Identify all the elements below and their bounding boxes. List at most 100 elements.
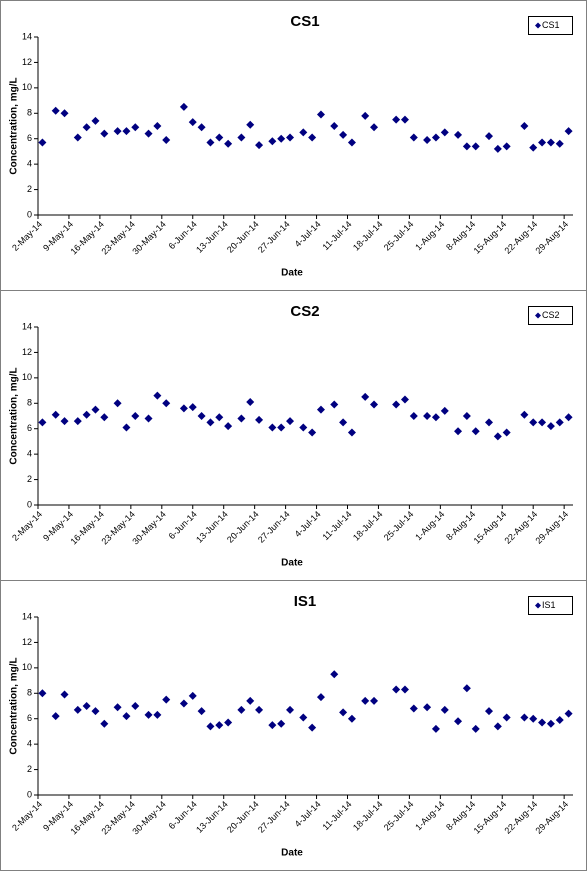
data-point <box>423 135 432 144</box>
data-point <box>224 718 233 727</box>
data-point <box>370 400 379 409</box>
data-point <box>529 418 538 427</box>
data-point <box>546 138 555 147</box>
data-point <box>431 724 440 733</box>
chart-title: CS2 <box>290 303 319 320</box>
data-point <box>188 403 197 412</box>
y-axis-title: Concentration, mg/L <box>9 367 20 464</box>
y-tick-label: 2 <box>27 474 32 484</box>
y-tick-label: 8 <box>27 398 32 408</box>
data-point <box>255 415 264 424</box>
data-point <box>113 127 122 136</box>
data-point <box>268 721 277 730</box>
data-point <box>546 422 555 431</box>
x-axis-title: Date <box>281 848 303 859</box>
data-point <box>409 704 418 713</box>
data-point <box>409 133 418 142</box>
data-point <box>471 427 480 436</box>
data-point <box>162 135 171 144</box>
data-point <box>153 391 162 400</box>
data-point <box>224 139 233 148</box>
x-tick-label: 27-Jun-14 <box>256 509 292 545</box>
data-point <box>51 106 60 115</box>
y-tick-label: 0 <box>27 789 32 799</box>
x-tick-label: 2-May-14 <box>10 219 44 253</box>
data-point <box>91 405 100 414</box>
chart-panel: CS1 Concentration, mg/L Date 0 2 4 6 8 10 12 14 2-M… <box>0 0 587 291</box>
data-point <box>316 110 325 119</box>
data-point <box>113 703 122 712</box>
x-axis-title: Date <box>281 558 303 569</box>
data-point <box>502 713 511 722</box>
x-tick-label: 11-Jul-14 <box>320 509 353 542</box>
data-point <box>122 712 131 721</box>
x-tick-label: 4-Jul-14 <box>293 509 323 539</box>
legend-label: IS1 <box>542 600 556 610</box>
x-tick-label: 27-Jun-14 <box>256 799 292 835</box>
data-point <box>286 417 295 426</box>
data-point <box>188 691 197 700</box>
legend-label: CS1 <box>542 20 560 30</box>
data-point <box>462 142 471 151</box>
data-point <box>471 142 480 151</box>
data-point <box>454 717 463 726</box>
data-point <box>51 712 60 721</box>
data-point <box>277 719 286 728</box>
data-point <box>555 139 564 148</box>
data-point <box>555 418 564 427</box>
data-point <box>471 724 480 733</box>
data-point <box>546 719 555 728</box>
data-point <box>431 133 440 142</box>
data-point <box>484 418 493 427</box>
data-point <box>520 713 529 722</box>
data-point <box>153 122 162 130</box>
data-point <box>197 707 206 716</box>
data-point <box>361 111 370 120</box>
chart-panel: IS1 Concentration, mg/L Date 0 2 4 6 8 10 12 14 2-M… <box>0 580 587 871</box>
data-point <box>131 412 140 420</box>
x-tick-label: 29-Aug-14 <box>533 799 570 836</box>
legend-marker <box>535 22 541 29</box>
data-point <box>347 138 356 147</box>
data-point <box>179 102 188 111</box>
panel-border <box>0 0 587 291</box>
data-point <box>440 406 449 415</box>
data-point <box>308 723 317 732</box>
legend-box <box>528 306 573 325</box>
x-tick-label: 18-Jul-14 <box>351 219 385 253</box>
y-axis-title: Concentration, mg/L <box>9 657 20 754</box>
data-point <box>347 428 356 437</box>
data-point <box>277 134 286 143</box>
data-point <box>330 400 339 409</box>
x-tick-label: 25-Jul-14 <box>382 219 416 253</box>
data-point <box>454 427 463 436</box>
data-point <box>237 705 246 714</box>
data-point <box>162 695 171 704</box>
y-tick-label: 10 <box>22 82 32 92</box>
data-point <box>246 120 255 129</box>
data-point <box>538 138 547 147</box>
data-point <box>440 128 449 137</box>
x-tick-label: 25-Jul-14 <box>382 509 416 543</box>
x-tick-label: 30-May-14 <box>130 799 167 836</box>
data-point <box>277 423 286 432</box>
x-tick-label: 20-Jun-14 <box>225 799 261 835</box>
data-point <box>255 705 264 714</box>
data-point <box>82 702 91 710</box>
data-point <box>484 132 493 141</box>
y-tick-label: 8 <box>27 108 32 118</box>
data-point <box>162 399 171 408</box>
y-axis-title: Concentration, mg/L <box>9 77 20 174</box>
x-tick-label: 20-Jun-14 <box>225 219 261 255</box>
y-tick-label: 10 <box>22 372 32 382</box>
data-point <box>330 670 339 679</box>
x-tick-label: 25-Jul-14 <box>382 799 416 833</box>
data-point <box>60 690 69 699</box>
data-point <box>144 414 153 423</box>
data-point <box>197 123 206 132</box>
data-point <box>529 143 538 152</box>
legend-box <box>528 596 573 615</box>
data-point <box>255 141 264 150</box>
x-tick-label: 18-Jul-14 <box>351 509 385 543</box>
data-point <box>529 714 538 723</box>
